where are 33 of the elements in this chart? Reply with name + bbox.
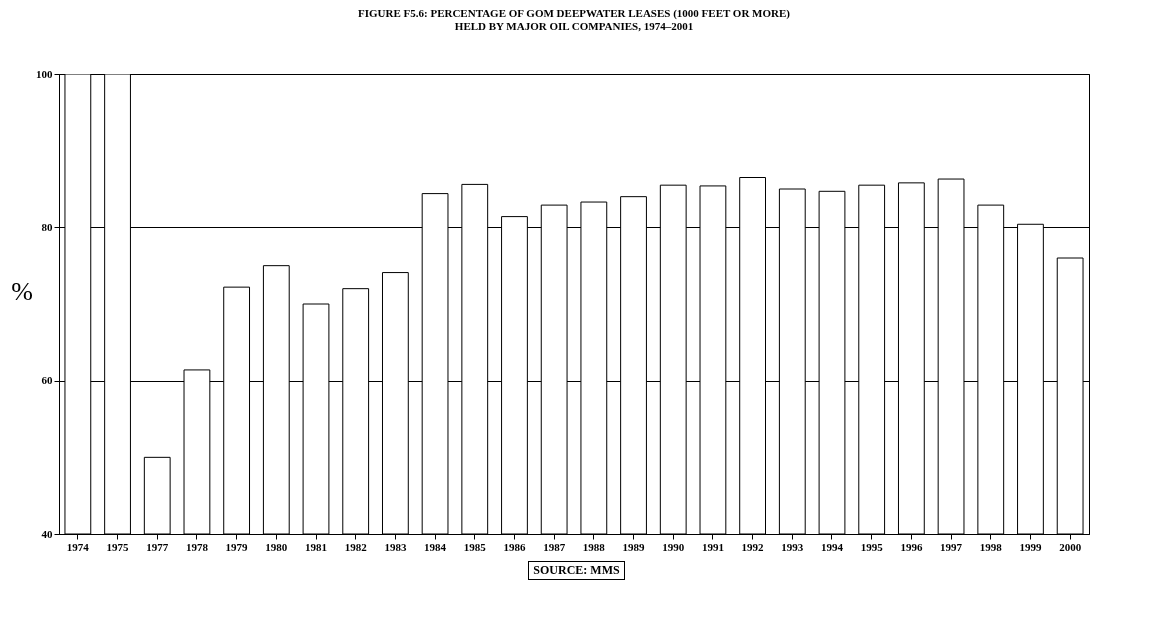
x-tick-label: 1984 (424, 540, 447, 553)
x-tick-label: 1986 (503, 540, 526, 553)
y-tick-label: 40 (41, 527, 53, 540)
x-tick-label: 1987 (543, 540, 566, 553)
x-tick-label: 1994 (821, 540, 844, 553)
x-tick-label: 1982 (344, 540, 368, 553)
x-tick-label: 1988 (582, 540, 606, 553)
x-tick-label: 1995 (860, 540, 884, 553)
x-tick-label: 1978 (185, 540, 209, 553)
x-tick-label: 1990 (662, 540, 685, 553)
x-tick-label: 1989 (622, 540, 646, 553)
x-tick-label: 1983 (384, 540, 407, 553)
x-tick-label: 1977 (146, 540, 169, 553)
y-tick-label: 80 (41, 220, 53, 233)
y-tick-label: 60 (41, 374, 53, 387)
x-tick-label: 1974 (66, 540, 90, 553)
y-axis-title: % (11, 276, 33, 306)
x-tick-label: 1979 (225, 540, 249, 553)
source-note: SOURCE: MMS (528, 561, 625, 580)
x-tick-label: 1992 (741, 540, 765, 553)
x-tick-label: 1996 (900, 540, 923, 553)
x-tick-label: 1998 (979, 540, 1003, 553)
x-tick-label: 1993 (781, 540, 804, 553)
y-tick-label: 100 (36, 67, 53, 80)
x-tick-label: 1999 (1019, 540, 1042, 553)
x-tick-label: 1991 (701, 540, 724, 553)
x-tick-label: 1985 (463, 540, 487, 553)
x-tick-label: 1975 (106, 540, 130, 553)
chart-title: FIGURE F5.6: PERCENTAGE OF GOM DEEPWATER LEASES (1000 FEET OR MORE) HELD BY MAJOR OIL COMPANIES, 1974–2001 (358, 7, 791, 32)
x-tick-label: 1997 (940, 540, 963, 553)
x-tick-label: 1981 (305, 540, 327, 553)
x-tick-label: 2000 (1059, 540, 1082, 553)
x-tick-label: 1980 (265, 540, 288, 553)
